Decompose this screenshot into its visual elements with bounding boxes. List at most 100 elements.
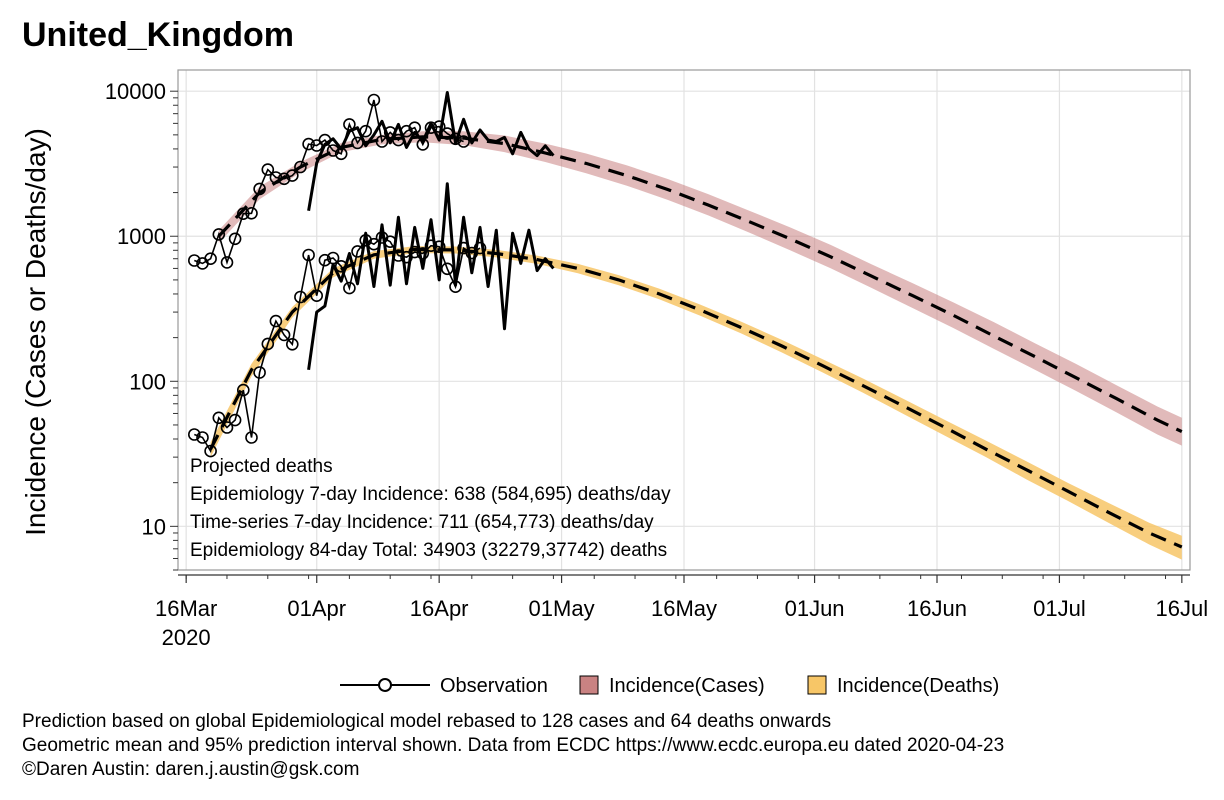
footer-notes: Prediction based on global Epidemiologic…: [22, 710, 1004, 782]
legend-observation-marker: [378, 678, 392, 692]
x-tick-label: 16Mar: [155, 596, 217, 621]
cases-observation-point: [416, 138, 430, 151]
cases-observation-point: [408, 121, 422, 134]
footer-line: ©Daren Austin: daren.j.austin@gsk.com: [22, 759, 360, 780]
deaths-prediction-band: [210, 246, 1182, 560]
legend-cases-label: Incidence(Cases): [609, 675, 765, 697]
deaths-observation-point: [253, 366, 266, 379]
observation-series: [188, 91, 555, 458]
deaths-observation-point: [237, 383, 250, 397]
legend-cases-swatch: [579, 675, 599, 695]
deaths-observation-point: [343, 281, 356, 295]
x-tick-year-label: 2020: [162, 625, 211, 650]
deaths-observation-point: [440, 262, 454, 276]
cases-observation-point: [326, 144, 340, 157]
cases-observation-point: [449, 132, 462, 146]
page-title: United_Kingdom: [22, 16, 294, 54]
fitted-curves: [209, 135, 1183, 549]
incidence-chart: 10 100 1000 10000 16Mar 01Apr 16Apr 01May 16May 0…: [105, 69, 1208, 697]
annotation-line: Projected deaths: [190, 456, 333, 477]
cases-observation-point: [302, 137, 315, 151]
deaths-observation-point: [302, 248, 315, 262]
legend-deaths-swatch: [807, 675, 827, 695]
cases-observation-point: [351, 136, 364, 150]
cases-observation-point: [367, 93, 381, 107]
cases-observation-point: [424, 121, 438, 134]
cases-observation-point: [220, 256, 234, 269]
deaths-observation-point: [310, 289, 324, 303]
deaths-observation-point: [334, 259, 348, 273]
deaths-observation-point: [269, 314, 283, 328]
y-tick-label: 10000: [105, 79, 166, 104]
cases-observation-point: [228, 232, 242, 246]
deaths-fitted-curve: [209, 247, 1183, 549]
y-tick-label: 10: [142, 514, 166, 539]
legend-observation-label: Observation: [440, 675, 548, 697]
annotation-line: Epidemiology 84-day Total: 34903 (32279,…: [190, 540, 667, 561]
y-tick-label: 1000: [117, 224, 166, 249]
cases-time-series-line: [307, 91, 555, 211]
deaths-observation-point: [408, 245, 422, 259]
deaths-observation-point: [432, 240, 446, 253]
x-tick-label: 01Apr: [287, 596, 346, 621]
footer-line: Geometric mean and 95% prediction interv…: [22, 735, 1005, 756]
cases-observation-point: [188, 254, 201, 267]
legend-deaths-label: Incidence(Deaths): [837, 675, 999, 697]
cases-observation-point: [294, 160, 307, 174]
x-tick-label: 16May: [651, 596, 717, 621]
deaths-observation-point: [228, 413, 242, 427]
deaths-time-series-line: [307, 182, 555, 371]
deaths-observation-point: [424, 239, 438, 252]
x-tick-label: 16Jun: [907, 596, 967, 621]
deaths-observation-point: [383, 235, 397, 248]
cases-observation-point: [392, 133, 405, 147]
deaths-observation-point: [326, 251, 340, 265]
annotation-line: Epidemiology 7-day Incidence: 638 (584,6…: [190, 484, 671, 505]
deaths-observation-point: [318, 253, 332, 267]
cases-observation-point: [237, 207, 250, 220]
cases-observation-line: [194, 99, 464, 266]
cases-fitted-curve: [217, 135, 1183, 434]
cases-observation-point: [343, 118, 356, 131]
cases-observation-point: [375, 135, 389, 148]
x-tick-label: 16Apr: [410, 596, 469, 621]
cases-observation-point: [204, 252, 217, 266]
deaths-observation-point: [416, 247, 430, 260]
deaths-observation-point: [473, 241, 487, 255]
cases-observation-point: [383, 126, 397, 139]
deaths-observation-point: [277, 328, 291, 342]
deaths-observation-point: [188, 428, 201, 441]
legend: Observation Incidence(Cases) Incidence(D…: [340, 675, 999, 697]
annotation-line: Time-series 7-day Incidence: 711 (654,77…: [190, 512, 654, 533]
deaths-observation-point: [351, 245, 364, 258]
cases-observation-point: [432, 120, 446, 133]
cases-observation-point: [334, 147, 348, 161]
cases-observation-point: [245, 207, 258, 220]
annotation-box: Projected deaths Epidemiology 7-day Inci…: [190, 456, 671, 561]
cases-observation-point: [318, 133, 332, 147]
cases-observation-point: [400, 124, 413, 138]
x-tick-label: 01Jun: [785, 596, 845, 621]
deaths-observation-point: [220, 421, 234, 434]
plot-frame: [177, 69, 1191, 571]
plot-border: [177, 69, 1191, 571]
grid-lines: [178, 70, 1190, 570]
deaths-observation-point: [212, 411, 226, 425]
cases-observation-point: [269, 171, 283, 184]
y-tick-label: 100: [129, 369, 166, 394]
deaths-observation-point: [285, 337, 299, 351]
cases-observation-point: [359, 124, 373, 138]
cases-observation-point: [285, 169, 299, 182]
x-tick-label: 01May: [529, 596, 595, 621]
footer-line: Prediction based on global Epidemiologic…: [22, 711, 832, 732]
deaths-observation-point: [294, 290, 307, 304]
cases-observation-point: [253, 182, 266, 196]
cases-observation-point: [457, 135, 470, 148]
deaths-observation-point: [196, 431, 209, 444]
prediction-bands: [210, 131, 1182, 560]
cases-observation-point: [277, 172, 291, 186]
deaths-observation-point: [204, 444, 217, 458]
deaths-observation-point: [449, 280, 462, 294]
deaths-observation-point: [261, 337, 275, 351]
deaths-observation-point: [367, 237, 381, 251]
